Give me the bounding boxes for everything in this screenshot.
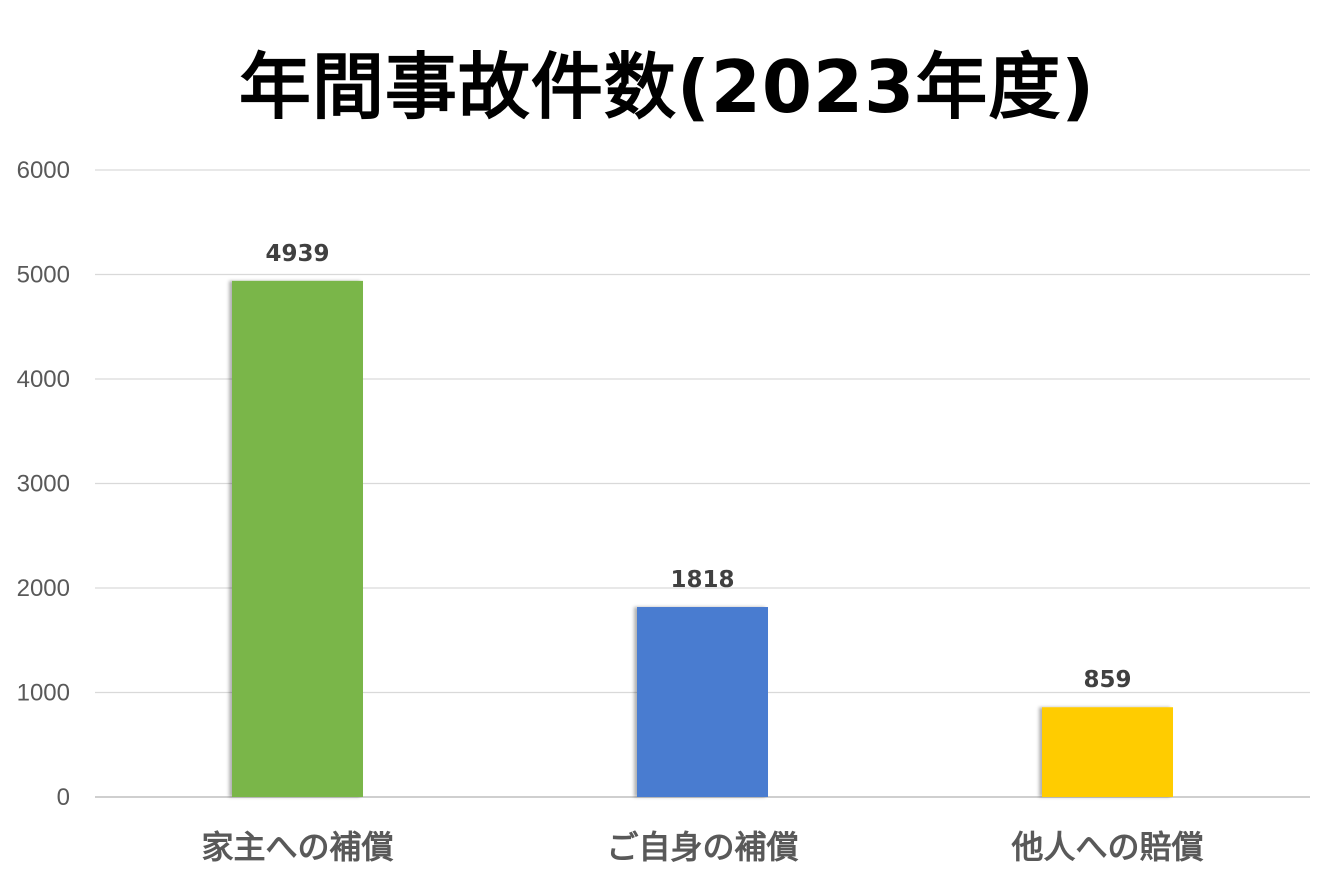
y-tick-label: 5000 (17, 262, 70, 289)
y-axis-ticks: 0 1000 2000 3000 4000 5000 6000 (17, 157, 70, 811)
category-label: ご自身の補償 (606, 828, 798, 866)
bars (232, 280, 1173, 797)
bar-value-label: 4939 (265, 241, 329, 267)
category-label: 他人への賠償 (1010, 828, 1203, 866)
y-tick-label: 2000 (17, 575, 70, 602)
y-tick-label: 0 (57, 784, 70, 811)
data-labels: 4939 1818 859 (265, 241, 1131, 693)
y-tick-label: 1000 (17, 680, 70, 707)
category-labels: 家主への補償 ご自身の補償 他人への賠償 (201, 828, 1203, 866)
y-tick-label: 6000 (17, 157, 70, 184)
category-label: 家主への補償 (201, 828, 393, 866)
chart-title: 年間事故件数(2023年度) (238, 45, 1096, 129)
bar (637, 607, 768, 797)
y-tick-label: 3000 (17, 471, 70, 498)
bar-value-label: 859 (1083, 667, 1131, 693)
bar-value-label: 1818 (670, 567, 734, 593)
y-tick-label: 4000 (17, 366, 70, 393)
bar (232, 280, 363, 797)
bar (1042, 707, 1173, 797)
